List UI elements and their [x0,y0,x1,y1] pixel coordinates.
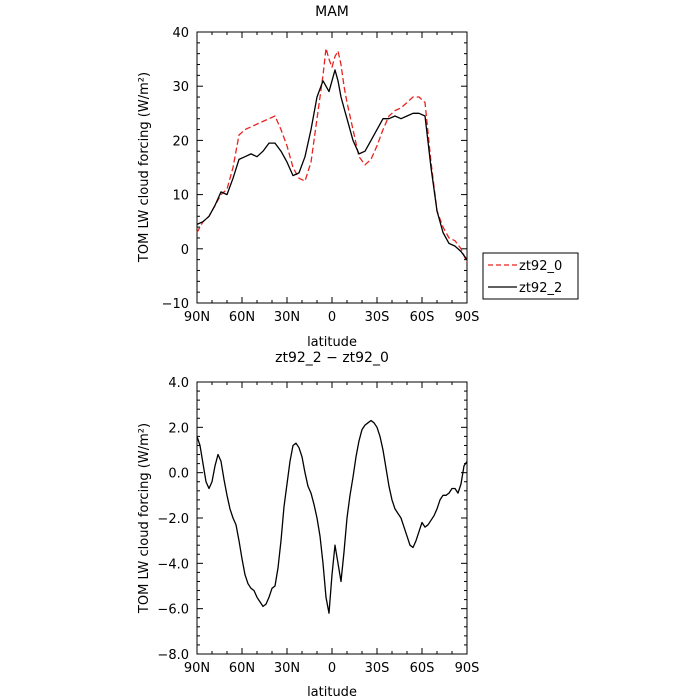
bottom-y-tick-label: −6.0 [157,603,189,618]
top-series-line-zt92-0 [196,47,468,263]
top-series-lines [196,47,468,263]
top-x-axis-label: latitude [307,335,357,350]
bottom-y-tick-label: 4.0 [168,376,189,391]
top-x-tick-label: 30S [365,310,390,325]
bottom-x-tick-label: 30N [274,661,300,676]
top-x-tick-label: 60S [410,310,435,325]
legend-box [482,252,579,300]
bottom-y-tick-label: 2.0 [168,421,189,436]
top-x-tick-label: 90S [455,310,480,325]
top-tick-marks: 90N 60N 30N 0 30S 60S 90S −10 0 10 20 30 40 [162,26,480,325]
bottom-y-axis-label: TOM LW cloud forcing (W/m²) [137,423,152,614]
bottom-y-tick-label: −4.0 [157,557,189,572]
top-series-line-zt92-2 [196,69,468,260]
bottom-y-tick-label: 0.0 [168,467,189,482]
legend-label-zt92-2: zt92_2 [519,281,562,296]
bottom-y-tick-label: −2.0 [157,512,189,527]
top-y-tick-label: −10 [162,297,189,312]
bottom-x-tick-label: 90S [455,661,480,676]
bottom-tick-marks: 90N 60N 30N 0 30S 60S 90S −8.0 −6.0 −4.0 −2.0 0.0 2.… [157,376,479,676]
bottom-series-lines [196,419,468,614]
bottom-plot-area [196,381,468,655]
top-plot-area [196,31,468,304]
top-y-axis-label: TOM LW cloud forcing (W/m²) [137,72,152,263]
bottom-chart-title: zt92_2 − zt92_0 [275,350,389,366]
bottom-series-line-0 [196,419,468,614]
top-y-tick-label: 10 [172,189,189,204]
bottom-x-axis-label: latitude [307,685,357,700]
bottom-panel: zt92_2 − zt92_0 90N 60N 30N 0 30S 60S 90S −8.0 −… [137,350,479,700]
top-y-tick-label: 0 [181,243,189,258]
legend: zt92_0 zt92_2 [482,252,579,300]
top-y-tick-label: 30 [172,80,189,95]
bottom-x-tick-label: 60S [410,661,435,676]
bottom-plot-frame [196,381,468,655]
top-y-tick-label: 40 [172,26,189,41]
legend-label-zt92-0: zt92_0 [519,259,562,274]
bottom-x-tick-label: 30S [365,661,390,676]
bottom-x-tick-label: 0 [328,661,336,676]
top-chart-title: MAM [315,4,349,20]
top-y-tick-label: 20 [172,134,189,149]
bottom-x-tick-label: 90N [184,661,210,676]
bottom-x-tick-label: 60N [229,661,255,676]
top-x-tick-label: 30N [274,310,300,325]
top-panel: MAM 90N 60N 30N 0 30S 60S 90S −10 0 10 20 30 40 lati… [137,4,579,350]
top-x-tick-label: 60N [229,310,255,325]
top-x-tick-label: 0 [328,310,336,325]
top-x-tick-label: 90N [184,310,210,325]
bottom-y-tick-label: −8.0 [157,648,189,663]
top-plot-frame [196,31,468,304]
